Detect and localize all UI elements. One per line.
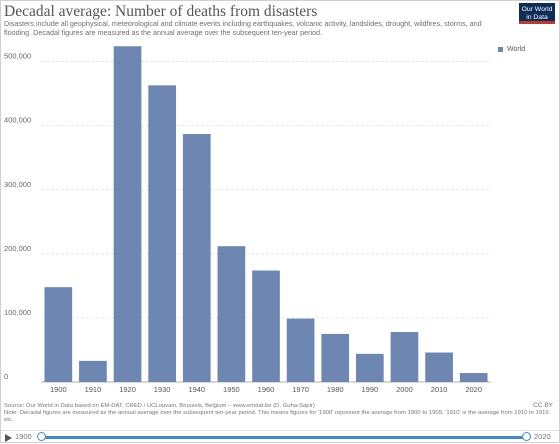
play-icon[interactable]	[5, 434, 12, 442]
note-text: Note: Decadal figures are measured as th…	[4, 410, 549, 424]
bar	[252, 270, 280, 382]
timeline-start-handle[interactable]	[37, 432, 46, 441]
x-tick-label: 2020	[465, 385, 482, 394]
y-tick-label: 300,000	[4, 180, 31, 189]
x-tick-label: 1990	[362, 385, 379, 394]
bar	[79, 360, 107, 382]
x-tick-label: 1940	[188, 385, 205, 394]
license-link[interactable]: CC BY	[533, 402, 553, 409]
source-text[interactable]: Source: Our World in Data based on EM-DA…	[4, 403, 315, 409]
bar	[113, 46, 142, 382]
x-tick-label: 1900	[50, 385, 67, 394]
x-tick-label: 1960	[258, 385, 275, 394]
chart-subtitle: Disasters include all geophysical, meteo…	[4, 19, 482, 37]
x-tick-label: 1950	[223, 385, 240, 394]
timeline-end-label: 2020	[534, 432, 551, 441]
logo-line-2: in Data	[526, 13, 548, 21]
x-tick-label: 1970	[292, 385, 309, 394]
owid-logo[interactable]: Our World in Data	[519, 3, 555, 24]
y-tick-label: 0	[4, 372, 8, 381]
y-tick-label: 500,000	[4, 52, 31, 61]
x-tick-label: 1930	[154, 385, 171, 394]
bar	[321, 333, 350, 382]
bar	[148, 85, 176, 382]
bar	[44, 287, 73, 382]
bar	[459, 373, 488, 382]
legend-label-world: World	[507, 46, 526, 53]
chart-title: Decadal average: Number of deaths from d…	[4, 3, 318, 20]
x-tick-label: 1910	[85, 385, 102, 394]
bar	[356, 353, 384, 382]
legend-swatch-world	[498, 47, 503, 52]
bar	[425, 352, 453, 382]
bar	[286, 318, 315, 382]
x-tick-label: 2010	[431, 385, 448, 394]
y-tick-label: 100,000	[4, 308, 31, 317]
x-tick-label: 1980	[327, 385, 344, 394]
bar	[182, 134, 211, 382]
timeline[interactable]: 1900 2020	[1, 430, 559, 444]
y-tick-label: 400,000	[4, 116, 31, 125]
chart-footer: Source: Our World in Data based on EM-DA…	[4, 403, 552, 425]
bar	[390, 332, 419, 382]
legend[interactable]: World	[498, 46, 525, 53]
bar-chart: 0 100,000 200,000 300,000 400,000 500,000 1900…	[4, 46, 491, 394]
x-tick-label: 2000	[396, 385, 413, 394]
y-tick-label: 200,000	[4, 244, 31, 253]
logo-line-1: Our World	[521, 6, 553, 13]
timeline-start-label: 1900	[15, 432, 32, 441]
bar	[217, 246, 246, 382]
timeline-track[interactable]	[41, 436, 527, 439]
timeline-end-handle[interactable]	[522, 432, 531, 441]
x-tick-label: 1920	[119, 385, 136, 394]
